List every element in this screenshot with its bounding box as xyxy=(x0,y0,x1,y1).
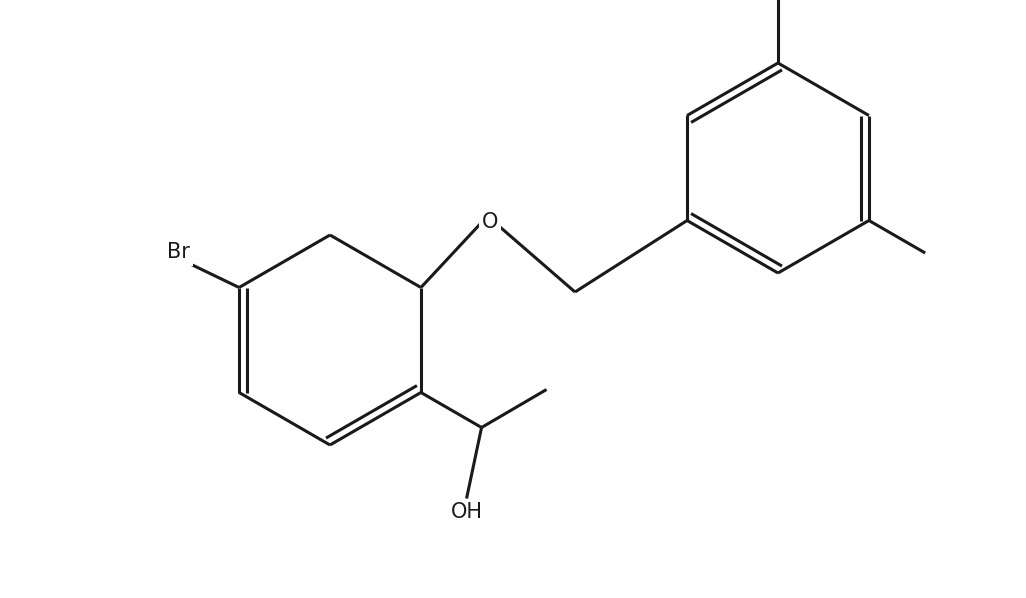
Text: OH: OH xyxy=(450,502,482,523)
Text: O: O xyxy=(482,212,499,232)
Text: Br: Br xyxy=(167,243,190,263)
